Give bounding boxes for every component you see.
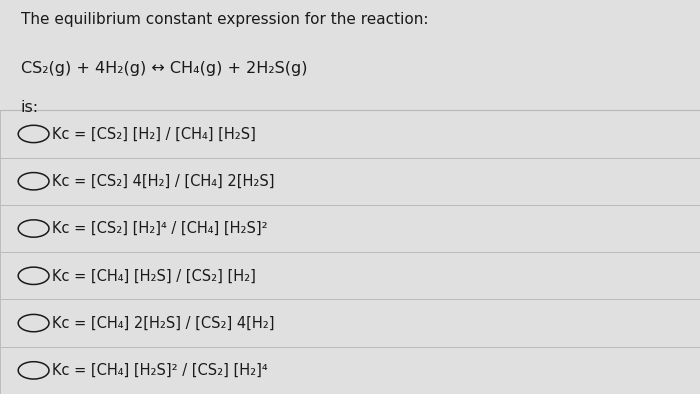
FancyBboxPatch shape	[0, 252, 700, 299]
FancyBboxPatch shape	[0, 110, 700, 158]
FancyBboxPatch shape	[0, 347, 700, 394]
FancyBboxPatch shape	[0, 299, 700, 347]
FancyBboxPatch shape	[0, 0, 700, 110]
Text: Kᴄ = [CH₄] [H₂S]² / [CS₂] [H₂]⁴: Kᴄ = [CH₄] [H₂S]² / [CS₂] [H₂]⁴	[52, 363, 268, 378]
Text: Kᴄ = [CS₂] [H₂]⁴ / [CH₄] [H₂S]²: Kᴄ = [CS₂] [H₂]⁴ / [CH₄] [H₂S]²	[52, 221, 268, 236]
Text: Kᴄ = [CH₄] 2[H₂S] / [CS₂] 4[H₂]: Kᴄ = [CH₄] 2[H₂S] / [CS₂] 4[H₂]	[52, 316, 275, 331]
Text: The equilibrium constant expression for the reaction:: The equilibrium constant expression for …	[21, 12, 428, 27]
Text: Kᴄ = [CH₄] [H₂S] / [CS₂] [H₂]: Kᴄ = [CH₄] [H₂S] / [CS₂] [H₂]	[52, 268, 256, 283]
Text: is:: is:	[21, 100, 39, 115]
Text: Kᴄ = [CS₂] 4[H₂] / [CH₄] 2[H₂S]: Kᴄ = [CS₂] 4[H₂] / [CH₄] 2[H₂S]	[52, 174, 275, 189]
FancyBboxPatch shape	[0, 205, 700, 252]
FancyBboxPatch shape	[0, 158, 700, 205]
Text: CS₂(g) + 4H₂(g) ↔ CH₄(g) + 2H₂S(g): CS₂(g) + 4H₂(g) ↔ CH₄(g) + 2H₂S(g)	[21, 61, 307, 76]
Text: Kᴄ = [CS₂] [H₂] / [CH₄] [H₂S]: Kᴄ = [CS₂] [H₂] / [CH₄] [H₂S]	[52, 126, 256, 141]
